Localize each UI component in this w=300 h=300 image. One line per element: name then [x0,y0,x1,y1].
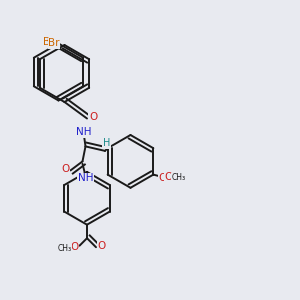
Text: O: O [164,172,173,182]
Text: O: O [89,112,97,122]
Text: Br: Br [48,38,60,49]
Text: CH₃: CH₃ [57,244,72,253]
Text: O: O [70,242,78,252]
Text: CH₃: CH₃ [168,174,183,183]
Text: NH: NH [76,127,92,137]
Text: NH: NH [78,173,93,183]
Text: CH₃: CH₃ [171,173,185,182]
Text: Br: Br [43,37,55,47]
Text: H: H [103,138,110,148]
Text: O: O [159,172,167,183]
Text: O: O [61,164,69,174]
Text: O: O [97,241,106,251]
